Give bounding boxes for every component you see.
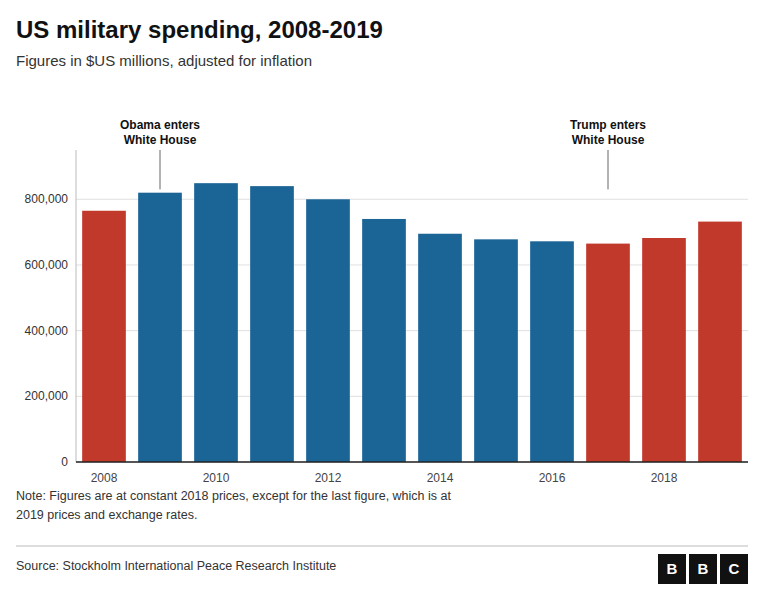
logo-box: [720, 554, 748, 584]
bar: [194, 183, 238, 462]
y-tick-label: 0: [61, 455, 68, 469]
bar: [250, 186, 294, 462]
annotation-line-text: White House: [572, 133, 645, 147]
x-axis-line: [76, 461, 748, 463]
logo-letter: B: [698, 560, 709, 577]
title: US military spending, 2008-2019: [16, 16, 383, 43]
logo-box: [658, 554, 686, 584]
bar: [474, 239, 518, 462]
bar: [530, 241, 574, 462]
annotation-line-text: Obama enters: [120, 118, 200, 132]
x-tick-label: 2008: [91, 471, 118, 485]
bar: [306, 199, 350, 462]
chart-container: US military spending, 2008-2019 Figures i…: [0, 0, 768, 600]
x-tick-label: 2018: [651, 471, 678, 485]
x-tick-label: 2012: [315, 471, 342, 485]
annotation: Trump entersWhite House: [570, 118, 646, 147]
logo: BBC: [658, 554, 748, 584]
bar: [138, 193, 182, 462]
bar: [418, 234, 462, 462]
bar: [586, 244, 630, 462]
bar: [362, 219, 406, 462]
y-tick-label: 600,000: [25, 258, 69, 272]
annotation-line: [608, 150, 609, 189]
note: 2019 prices and exchange rates.: [16, 508, 197, 522]
chart-svg: US military spending, 2008-2019 Figures i…: [0, 0, 768, 600]
bars: [82, 183, 742, 462]
note: Note: Figures are at constant 2018 price…: [16, 489, 451, 503]
annotation-line-text: Trump enters: [570, 118, 646, 132]
bar: [698, 222, 742, 462]
y-tick-label: 400,000: [25, 324, 69, 338]
annotation-line: [160, 150, 161, 189]
annotation: Obama entersWhite House: [120, 118, 200, 147]
subtitle: Figures in $US millions, adjusted for in…: [16, 52, 312, 69]
y-tick-label: 800,000: [25, 192, 69, 206]
source: Source: Stockholm International Peace Re…: [16, 559, 336, 573]
x-tick-label: 2010: [203, 471, 230, 485]
y-axis-line: [76, 150, 77, 462]
logo-letter: B: [667, 560, 678, 577]
y-tick-label: 200,000: [25, 389, 69, 403]
logo-letter: C: [729, 560, 740, 577]
bar: [642, 238, 686, 462]
grid-line: [76, 462, 748, 463]
logo-text: BBC: [667, 560, 740, 577]
bar: [82, 211, 126, 462]
separator: [16, 546, 748, 547]
logo-box: [689, 554, 717, 584]
x-tick-label: 2014: [427, 471, 454, 485]
x-tick-label: 2016: [539, 471, 566, 485]
annotation-line-text: White House: [124, 133, 197, 147]
